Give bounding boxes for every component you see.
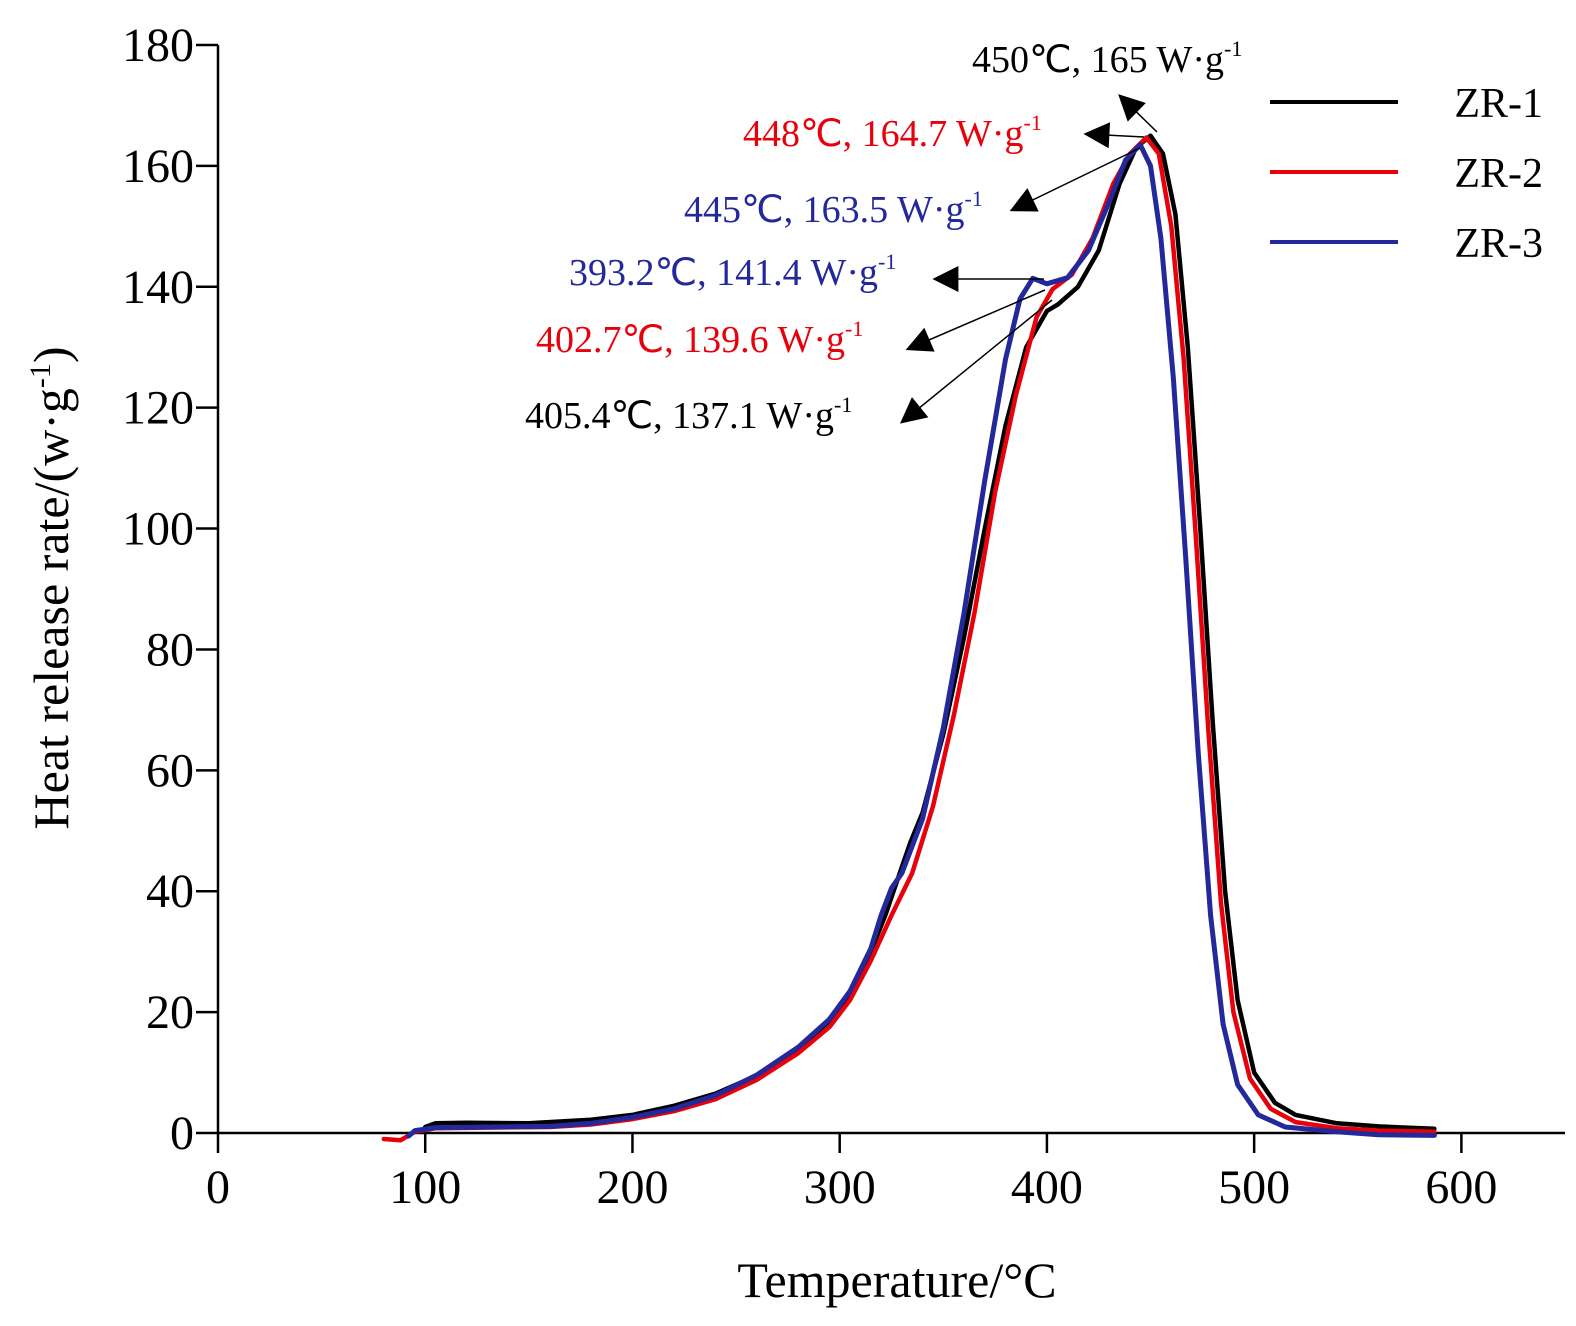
annotation-label: 393.2℃, 141.4 W·g-1 [569, 249, 896, 294]
annotation-superscript: -1 [965, 186, 983, 211]
annotation-label: 402.7℃, 139.6 W·g-1 [536, 316, 863, 361]
y-axis-title-sup: -1 [24, 363, 57, 388]
legend-label-zr-1: ZR-1 [1454, 81, 1543, 127]
x-tick-label: 0 [206, 1161, 230, 1214]
x-tick-label: 500 [1218, 1161, 1290, 1214]
x-tick-label: 400 [1011, 1161, 1083, 1214]
annotation-arrow [899, 299, 1053, 424]
y-tick-label: 80 [146, 623, 194, 676]
annotation-superscript: -1 [1224, 36, 1242, 61]
y-tick-label: 160 [122, 140, 194, 193]
annotation-arrow [905, 289, 1046, 352]
series-line-zr-2 [381, 135, 1437, 1143]
axes: 0 20 40 60 80 100 120 140 160 180 0 100 200 300 400 500… [122, 19, 1565, 1214]
svg-text:Heat release rate/(w·g-1): Heat release rate/(w·g-1) [23, 346, 79, 829]
annotation-superscript: -1 [834, 392, 852, 417]
x-axis-title: Temperature/°C [737, 1252, 1056, 1308]
annotation-label: 405.4℃, 137.1 W·g-1 [525, 392, 852, 437]
y-tick-label: 120 [122, 382, 194, 435]
legend-label-zr-3: ZR-3 [1454, 221, 1543, 267]
y-tick-label: 140 [122, 261, 194, 314]
x-tick-label: 200 [596, 1161, 668, 1214]
annotation-label: 450℃, 165 W·g-1 [972, 36, 1242, 81]
y-tick-label: 100 [122, 503, 194, 556]
annotation-arrow [1009, 147, 1141, 212]
annotation-text: 393.2℃, 141.4 W·g [569, 252, 878, 294]
annotation-arrow [1083, 122, 1145, 149]
annotation: 445℃, 163.5 W·g-1 [684, 147, 1141, 231]
x-tick-label: 600 [1425, 1161, 1497, 1214]
annotation-label: 448℃, 164.7 W·g-1 [743, 110, 1042, 155]
y-axis-title-close: ) [23, 346, 79, 363]
series-layer [381, 133, 1437, 1143]
annotation-text: 445℃, 163.5 W·g [684, 189, 965, 231]
legend-label-zr-2: ZR-2 [1454, 151, 1543, 197]
annotation: 393.2℃, 141.4 W·g-1 [569, 249, 1044, 294]
annotation-text: 405.4℃, 137.1 W·g [525, 395, 834, 437]
y-tick-label: 60 [146, 744, 194, 797]
y-tick-label: 180 [122, 19, 194, 72]
annotation: 402.7℃, 139.6 W·g-1 [536, 289, 1046, 361]
annotation-text: 450℃, 165 W·g [972, 39, 1224, 81]
series-line-zr-3 [406, 142, 1437, 1139]
y-axis-title-main: Heat release rate/(w·g [23, 388, 79, 829]
y-tick-label: 0 [170, 1107, 194, 1160]
y-tick-label: 40 [146, 865, 194, 918]
x-tick-label: 300 [804, 1161, 876, 1214]
legend: ZR-1 ZR-2 ZR-3 [1270, 81, 1543, 267]
annotation-arrow [1118, 94, 1158, 133]
annotation: 448℃, 164.7 W·g-1 [743, 110, 1145, 155]
y-axis-title: Heat release rate/(w·g-1) [23, 346, 79, 829]
annotation-superscript: -1 [1024, 110, 1042, 135]
annotation: 450℃, 165 W·g-1 [972, 36, 1242, 133]
annotation-label: 445℃, 163.5 W·g-1 [684, 186, 983, 231]
annotation-superscript: -1 [878, 249, 896, 274]
y-tick-label: 20 [146, 986, 194, 1039]
annotation-superscript: -1 [845, 316, 863, 341]
x-tick-label: 100 [389, 1161, 461, 1214]
annotation-text: 402.7℃, 139.6 W·g [536, 319, 845, 361]
annotation: 405.4℃, 137.1 W·g-1 [525, 299, 1053, 437]
annotation-text: 448℃, 164.7 W·g [743, 113, 1024, 155]
